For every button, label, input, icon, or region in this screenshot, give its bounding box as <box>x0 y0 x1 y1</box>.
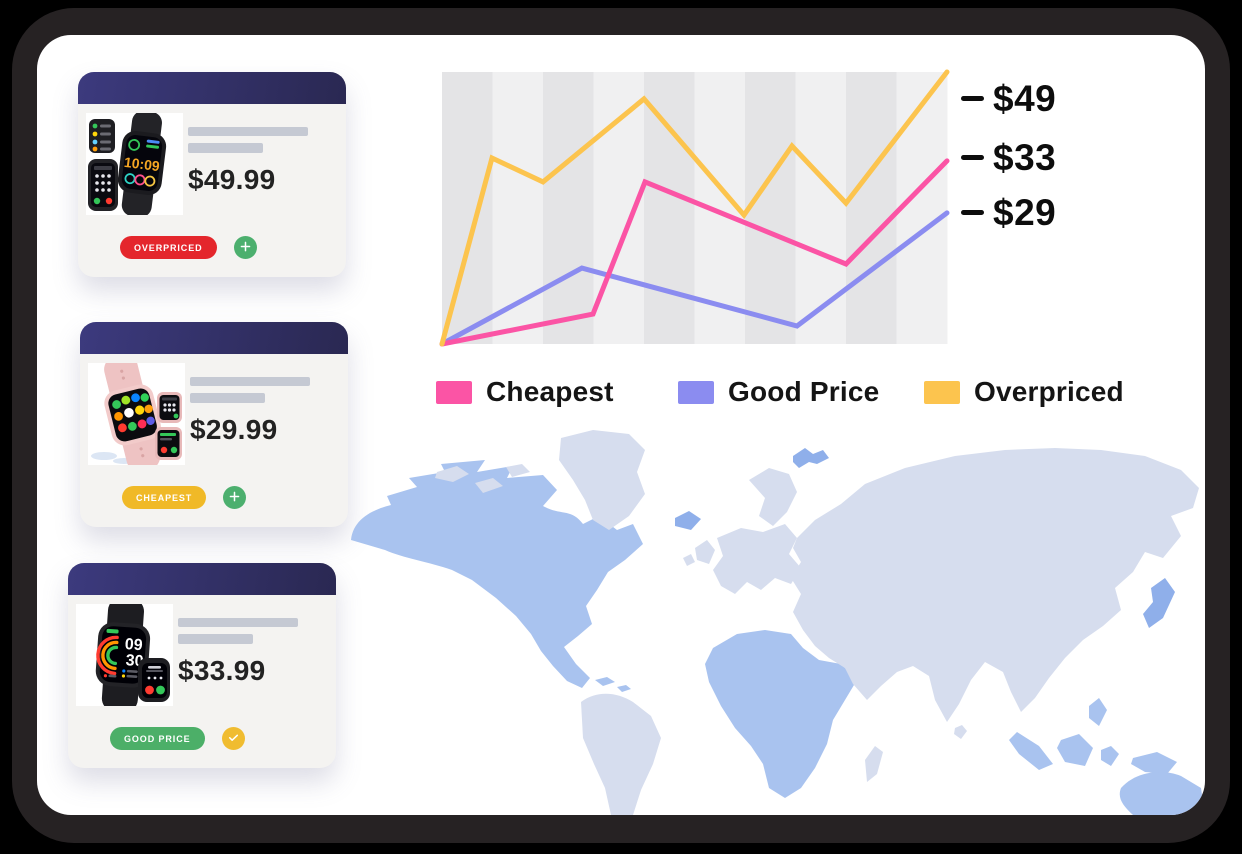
legend-item-good-price: Good Price <box>678 376 880 407</box>
black-smartwatch-image: 10:09 <box>86 113 183 215</box>
y-axis-ticks: $49 $33 $29 <box>961 72 1111 344</box>
add-button[interactable] <box>233 236 257 259</box>
chart-stripe <box>492 72 544 344</box>
main-watch: 10:09 <box>117 113 167 215</box>
chart-stripe <box>745 72 796 344</box>
world-map <box>351 430 1205 815</box>
product-card: 10:09 <box>78 72 346 277</box>
y-tick: $29 <box>961 191 1056 235</box>
tick-dash-icon <box>961 210 984 216</box>
mini-call-watch <box>138 658 170 702</box>
status-badge: GOOD PRICE <box>110 727 205 750</box>
chart-stripe <box>846 72 897 344</box>
svg-text:10:09: 10:09 <box>123 154 161 174</box>
title-placeholder <box>190 377 310 386</box>
subtitle-placeholder <box>188 143 263 153</box>
added-check-button[interactable] <box>221 727 245 750</box>
legend-swatch <box>924 380 960 404</box>
tick-dash-icon <box>961 155 984 161</box>
product-price: $33.99 <box>178 655 266 686</box>
chart-stripe <box>644 72 695 344</box>
legend-swatch <box>436 380 472 404</box>
chart-stripe <box>543 72 594 344</box>
tick-label: $33 <box>993 136 1057 178</box>
product-card: $29.99 CHEAPEST <box>80 322 348 527</box>
product-price: $29.99 <box>190 414 278 445</box>
svg-text:09: 09 <box>124 636 143 654</box>
legend-label: Good Price <box>728 376 880 407</box>
chart-canvas <box>439 69 950 347</box>
card-header-bar <box>78 72 346 104</box>
check-icon <box>227 731 240 747</box>
card-header-bar <box>80 322 348 354</box>
legend-label: Cheapest <box>486 376 614 407</box>
mini-keypad-screen <box>157 392 182 423</box>
y-tick: $49 <box>961 77 1056 121</box>
tick-label: $29 <box>993 191 1057 233</box>
mini-call-screen <box>155 427 182 460</box>
legend-item-overpriced: Overpriced <box>924 376 1124 407</box>
series-line-cheapest <box>439 158 950 347</box>
status-badge: CHEAPEST <box>122 486 207 509</box>
series-line-overpriced <box>439 69 950 347</box>
product-card: 09 30 <box>68 563 336 768</box>
legend-item-cheapest: Cheapest <box>436 376 614 407</box>
keypad-watch <box>88 159 118 211</box>
series-line-good-price <box>439 210 950 347</box>
chart-stripe <box>795 72 847 344</box>
tick-label: $49 <box>993 77 1057 119</box>
chart-stripe <box>896 72 948 344</box>
y-tick: $33 <box>961 136 1056 180</box>
status-badge: OVERPRICED <box>120 236 217 259</box>
add-button[interactable] <box>223 486 247 509</box>
legend-swatch <box>678 380 714 404</box>
widget-thumbnail <box>89 119 115 153</box>
plus-icon <box>239 240 252 256</box>
main-watch <box>104 363 161 465</box>
card-header-bar <box>68 563 336 595</box>
subtitle-placeholder <box>178 634 253 644</box>
main-watch: 09 30 <box>95 604 151 706</box>
pink-smartwatch-image <box>88 363 185 465</box>
product-price: $49.99 <box>188 164 276 195</box>
chart-legend: Cheapest Good Price Overpriced <box>37 376 1205 411</box>
subtitle-placeholder <box>190 393 265 403</box>
title-placeholder <box>188 127 308 136</box>
plus-icon <box>228 490 241 506</box>
black-fitness-watch-image: 09 30 <box>76 604 173 706</box>
chart-stripe <box>442 72 493 344</box>
title-placeholder <box>178 618 298 627</box>
legend-label: Overpriced <box>974 376 1124 407</box>
tick-dash-icon <box>961 96 984 102</box>
app-panel: 10:09 <box>37 35 1205 815</box>
price-history-chart <box>439 69 950 347</box>
